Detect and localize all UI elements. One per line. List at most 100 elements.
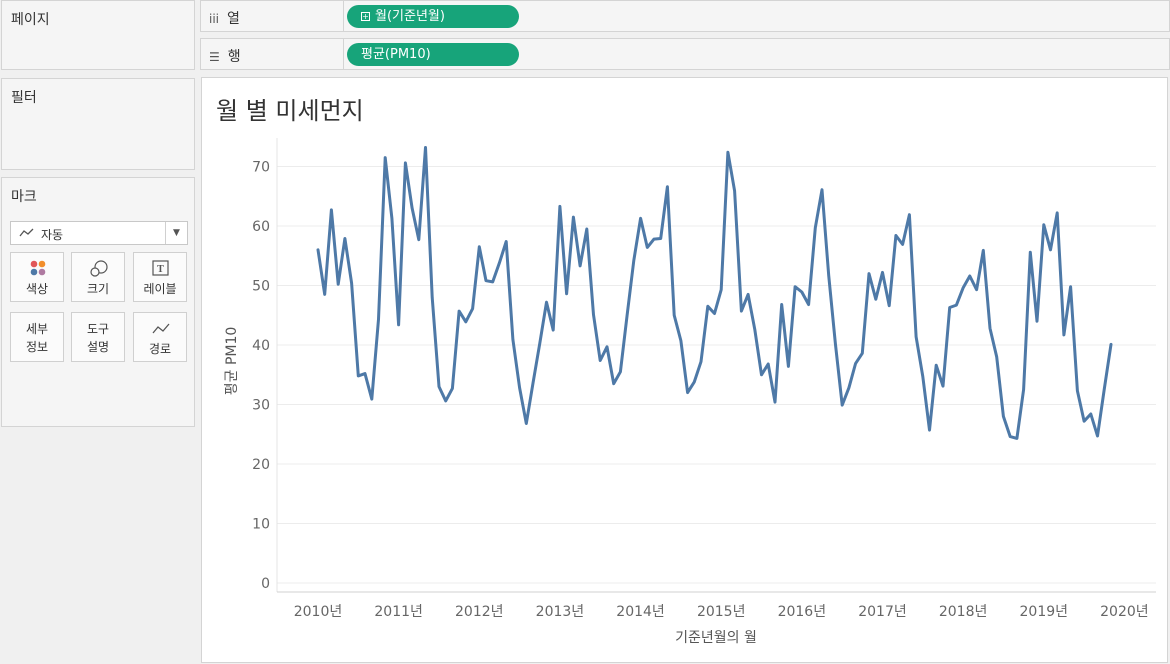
color-button[interactable]: 색상: [10, 252, 64, 302]
columns-shelf-label: iii 열: [209, 8, 240, 28]
data-point: [888, 304, 891, 307]
view-canvas[interactable]: 월 별 미세먼지 0 10 20 30 40 50 60 70 2010년 2011년 2012년 2…: [201, 77, 1168, 663]
y-tick-label: 70: [252, 160, 270, 176]
expand-plus-icon[interactable]: +: [361, 12, 370, 21]
rows-shelf[interactable]: ☰ 행 평균(PM10): [200, 38, 1170, 70]
line-mark-icon: [19, 226, 35, 243]
line-chart[interactable]: 0 10 20 30 40 50 60 70 2010년 2011년 2012년 2013년 2014년…: [202, 78, 1167, 662]
data-point: [465, 321, 468, 324]
data-point: [525, 422, 528, 425]
detail-button-label: 세부 정보: [11, 320, 63, 356]
data-point: [505, 240, 508, 243]
y-tick-label: 40: [252, 338, 270, 354]
data-point: [1022, 388, 1025, 391]
data-point: [330, 209, 333, 212]
columns-shelf-text: 열: [227, 11, 240, 27]
data-point: [350, 282, 353, 285]
data-point: [868, 272, 871, 275]
filters-panel[interactable]: 필터: [1, 78, 195, 170]
data-point: [754, 328, 757, 331]
mark-type-dropdown[interactable]: 자동 ▼: [10, 221, 188, 245]
pages-panel-title: 페이지: [11, 12, 50, 28]
data-point: [1029, 251, 1032, 254]
detail-label-line1: 세부: [25, 322, 49, 336]
data-point: [424, 146, 427, 149]
data-point: [975, 288, 978, 291]
x-tick-label: 2013년: [536, 604, 585, 620]
data-point: [915, 335, 918, 338]
data-point: [814, 227, 817, 230]
data-point: [955, 304, 958, 307]
data-point: [1103, 388, 1106, 391]
data-point: [377, 318, 380, 321]
y-tick-label: 50: [252, 279, 270, 295]
data-point: [1069, 285, 1072, 288]
data-point: [680, 340, 683, 343]
data-point: [1076, 390, 1079, 393]
data-point: [451, 387, 454, 390]
data-point: [848, 387, 851, 390]
data-point: [733, 190, 736, 193]
month-dimension-pill[interactable]: + 월(기준년월): [347, 5, 519, 28]
path-button[interactable]: 경로: [133, 312, 187, 362]
data-point: [364, 372, 367, 375]
data-point: [774, 401, 777, 404]
data-point: [1110, 343, 1113, 346]
color-icon: [11, 259, 63, 279]
mark-type-label: 자동: [41, 228, 64, 242]
data-point: [532, 382, 535, 385]
data-point: [612, 382, 615, 385]
size-icon: [72, 259, 124, 279]
data-point: [928, 429, 931, 432]
data-point: [391, 217, 394, 220]
y-axis-title: 평균 PM10: [224, 327, 240, 396]
data-point: [1056, 212, 1059, 215]
chevron-down-icon[interactable]: ▼: [165, 222, 187, 244]
avg-pm10-measure-pill[interactable]: 평균(PM10): [347, 43, 519, 66]
data-point: [418, 238, 421, 241]
pm10-series-line: [316, 146, 1113, 440]
data-point: [384, 156, 387, 159]
data-point: [982, 249, 985, 252]
size-button[interactable]: 크기: [71, 252, 125, 302]
data-point: [666, 185, 669, 188]
data-point: [673, 314, 676, 317]
columns-shelf[interactable]: iii 열 + 월(기준년월): [200, 0, 1170, 32]
tooltip-label-line2: 설명: [86, 340, 110, 354]
shelf-divider: [343, 1, 344, 31]
avg-pm10-pill-label: 평균(PM10): [361, 47, 431, 62]
data-point: [942, 385, 945, 388]
data-point: [619, 371, 622, 374]
data-point: [895, 234, 898, 237]
data-point: [444, 400, 447, 403]
y-tick-label: 60: [252, 219, 270, 235]
data-point: [908, 213, 911, 216]
marks-panel: 마크 자동 ▼ 색상: [1, 177, 195, 427]
data-point: [995, 356, 998, 359]
label-button[interactable]: T 레이블: [133, 252, 187, 302]
pages-panel[interactable]: 페이지: [1, 0, 195, 70]
filters-panel-title: 필터: [11, 90, 37, 106]
data-point: [787, 365, 790, 368]
marks-panel-title: 마크: [11, 189, 37, 205]
x-tick-label: 2019년: [1020, 604, 1069, 620]
data-point: [579, 265, 582, 268]
data-point: [747, 293, 750, 296]
data-point: [653, 238, 656, 241]
columns-icon: iii: [209, 12, 220, 26]
tooltip-button[interactable]: 도구 설명: [71, 312, 125, 362]
data-point: [397, 324, 400, 327]
data-point: [1016, 437, 1019, 440]
data-point: [633, 259, 636, 262]
tooltip-button-label: 도구 설명: [72, 320, 124, 356]
data-point: [821, 188, 824, 191]
data-point: [478, 246, 481, 249]
data-point: [371, 398, 374, 401]
data-point: [323, 293, 326, 296]
data-point: [713, 312, 716, 315]
data-point: [740, 310, 743, 313]
x-tick-label: 2017년: [858, 604, 907, 620]
data-point: [807, 303, 810, 306]
detail-button[interactable]: 세부 정보: [10, 312, 64, 362]
tooltip-label-line1: 도구: [86, 322, 110, 336]
